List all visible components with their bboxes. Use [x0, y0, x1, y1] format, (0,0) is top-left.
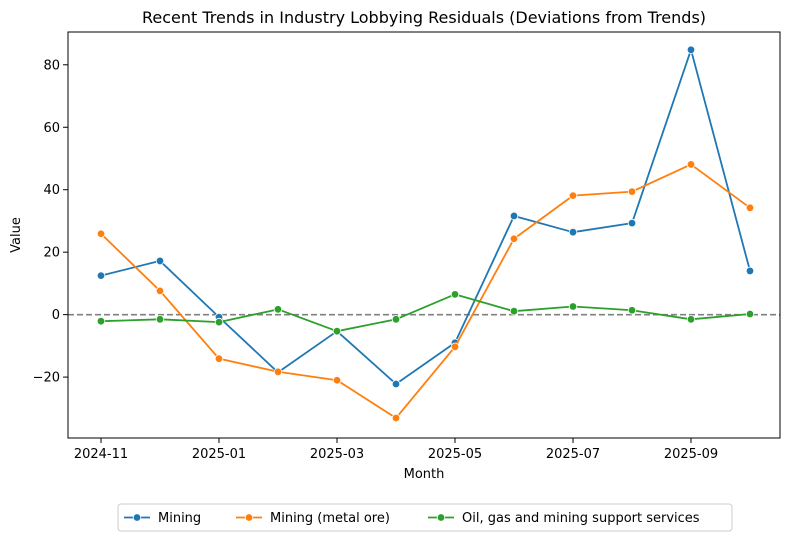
data-point	[745, 309, 755, 319]
legend-marker	[244, 513, 254, 522]
data-point	[745, 203, 755, 213]
data-point	[96, 229, 106, 238]
data-point	[509, 211, 519, 221]
chart-title: Recent Trends in Industry Lobbying Resid…	[142, 8, 706, 27]
data-point	[332, 326, 342, 336]
data-point	[568, 227, 578, 237]
legend: Mining Mining (metal ore) Oil, gas and min…	[117, 503, 733, 532]
legend-entry: Mining	[124, 511, 201, 526]
axes-frame	[67, 31, 781, 439]
data-point	[155, 286, 165, 296]
x-tick-label: 2025-01	[192, 447, 246, 462]
data-point	[155, 256, 165, 266]
legend-label: Mining (metal ore)	[270, 511, 390, 526]
data-point	[686, 160, 696, 169]
series-line	[100, 48, 751, 385]
data-point	[96, 271, 106, 280]
x-tick-label: 2024-11	[74, 447, 128, 462]
x-axis-label: Month	[404, 467, 445, 482]
legend-entry: Mining (metal ore)	[236, 511, 390, 526]
data-point	[214, 317, 224, 327]
data-point	[686, 315, 696, 324]
legend-label: Mining	[158, 511, 201, 526]
series-line	[100, 293, 751, 333]
data-point	[391, 315, 401, 324]
y-tick-label: −20	[33, 371, 60, 386]
data-point	[273, 305, 283, 314]
y-tick-label: 0	[52, 308, 60, 323]
data-point	[155, 315, 165, 324]
y-tick-label: 80	[43, 58, 60, 73]
data-point	[686, 45, 696, 55]
x-tick-label: 2025-05	[428, 447, 482, 462]
data-point	[450, 290, 460, 299]
legend-frame	[117, 503, 733, 532]
x-tick-label: 2025-09	[664, 447, 718, 462]
legend-label: Oil, gas and mining support services	[462, 511, 700, 526]
plot-area: −20 0 20 40 60 80 2024-11 2025-01 2025-03 2025-05…	[33, 45, 780, 462]
data-point	[332, 376, 342, 385]
data-point	[568, 302, 578, 311]
data-point	[273, 367, 283, 376]
data-point	[509, 307, 519, 316]
x-tick-label: 2025-03	[310, 447, 364, 462]
data-point	[627, 218, 637, 228]
y-tick-label: 40	[43, 183, 60, 198]
data-point	[391, 379, 401, 389]
data-point	[745, 266, 755, 276]
y-tick-label: 60	[43, 121, 60, 136]
legend-entry: Oil, gas and mining support services	[428, 511, 700, 526]
series-line	[100, 163, 751, 419]
data-point	[627, 187, 637, 196]
series-3	[96, 290, 755, 336]
legend-marker	[436, 513, 446, 522]
y-tick-label: 20	[43, 246, 60, 261]
y-axis-label: Value	[9, 217, 24, 253]
data-point	[450, 342, 460, 352]
data-point	[214, 354, 224, 363]
series-2	[96, 160, 755, 423]
data-point	[627, 306, 637, 315]
data-point	[509, 234, 519, 243]
data-point	[568, 191, 578, 200]
x-tick-label: 2025-07	[546, 447, 600, 462]
data-point	[96, 316, 106, 326]
legend-marker	[132, 513, 142, 522]
data-point	[391, 413, 401, 423]
